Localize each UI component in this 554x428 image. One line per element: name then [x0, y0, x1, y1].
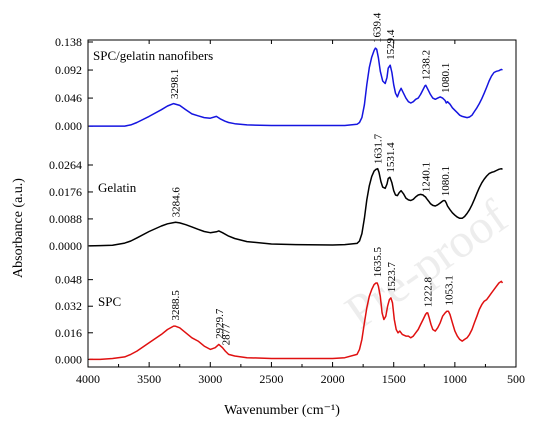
x-axis: 4000 3500 3000 2500 2000 1500 1000 500	[76, 40, 525, 386]
series-label: SPC	[98, 294, 121, 309]
x-tick-label: 1500	[382, 372, 406, 386]
x-axis-title: Wavenumber (cm⁻¹)	[224, 403, 340, 418]
series-labels: SPC/gelatin nanofibers Gelatin SPC	[93, 48, 213, 309]
x-tick-label: 2000	[321, 372, 345, 386]
series-line-0	[89, 47, 503, 127]
y-tick-label: 0.046	[55, 91, 82, 105]
y-axis-title: Absorbance (a.u.)	[11, 178, 26, 278]
peak-annotation: 1080.1	[440, 63, 452, 93]
y-axes: 0.000 0.046 0.092 0.138 0.0000 0.0088 0.0176 0.…	[49, 35, 93, 366]
y-tick-label: 0.016	[55, 326, 82, 340]
peak-annotation: 1053.1	[443, 275, 455, 305]
peak-annotation: 3298.1	[169, 69, 181, 99]
y-tick-label: 0.000	[55, 119, 82, 133]
y-tick-label: 0.048	[55, 273, 82, 287]
y-tick-label: 0.000	[55, 352, 82, 366]
peak-annotation: 1523.7	[386, 262, 398, 293]
peak-annotation: 2877	[220, 323, 232, 346]
peak-annotation: 1635.5	[372, 247, 384, 278]
y-tick-label: 0.092	[55, 63, 82, 77]
y-tick-label: 0.0176	[49, 185, 82, 199]
y-tick-label: 0.0088	[49, 212, 82, 226]
y-tick-label: 0.138	[55, 35, 82, 49]
peak-annotation: 1529.4	[385, 29, 397, 60]
series-line-2	[89, 280, 504, 361]
peak-annotation: 1240.1	[421, 162, 433, 192]
x-tick-label: 1000	[443, 372, 467, 386]
y-tick-label: 0.032	[55, 299, 82, 313]
y-tick-label: 0.0000	[49, 239, 82, 253]
x-tick-label: 4000	[76, 372, 100, 386]
series-line-1	[89, 167, 503, 247]
peak-annotation: 1639.4	[372, 12, 384, 43]
x-tick-label: 2500	[259, 372, 283, 386]
x-tick-label: 3000	[198, 372, 222, 386]
peak-annotation: 1238.2	[421, 50, 433, 80]
peak-annotation: 2929.7	[214, 308, 226, 339]
peak-annotation: 1080.1	[440, 166, 452, 196]
peak-annotation: 3284.6	[170, 187, 182, 218]
x-tick-label: 3500	[137, 372, 161, 386]
series-label: Gelatin	[98, 180, 137, 195]
peak-annotation: 1531.4	[385, 142, 397, 173]
x-tick-label: 500	[507, 372, 525, 386]
peak-annotation: 3288.5	[170, 290, 182, 321]
peak-annotation: 1222.8	[423, 276, 435, 307]
peak-annotation: 1631.7	[373, 133, 385, 164]
series-label: SPC/gelatin nanofibers	[93, 48, 213, 63]
series-lines	[89, 47, 504, 361]
y-tick-label: 0.0264	[49, 158, 82, 172]
